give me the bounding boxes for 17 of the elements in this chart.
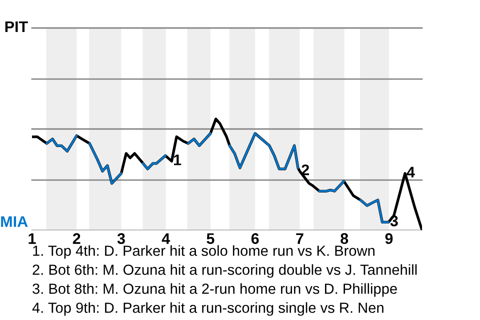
- text: 3. Bot 8th: M. Ozuna hit a 2-run home run vs D. Phillippe: [32, 283, 397, 297]
- x-tick-label: 3: [117, 233, 125, 244]
- text: 2. Bot 6th: M. Ozuna hit a run-scoring double vs J. Tannehill: [32, 264, 417, 278]
- text: 4. Top 9th: D. Parker hit a run-scoring single vs R. Nen: [32, 302, 384, 316]
- annotation: 1: [174, 154, 182, 166]
- ref-line-label: PIT: [5, 21, 28, 32]
- x-tick-label: 2: [72, 233, 80, 244]
- x-tick-label: 5: [206, 233, 214, 244]
- x-tick-label: 8: [340, 233, 348, 244]
- text: 1. Top 4th: D. Parker hit a solo home run vs K. Brown: [33, 245, 374, 259]
- x-tick-label: 6: [251, 233, 259, 244]
- x-tick-label: 9: [385, 233, 393, 244]
- x-tick-label: 4: [162, 233, 170, 244]
- x-tick-label: 7: [296, 233, 304, 244]
- annotation: 4: [406, 166, 415, 178]
- text: MIA: [1, 216, 28, 227]
- x-tick-label: 1: [28, 233, 36, 244]
